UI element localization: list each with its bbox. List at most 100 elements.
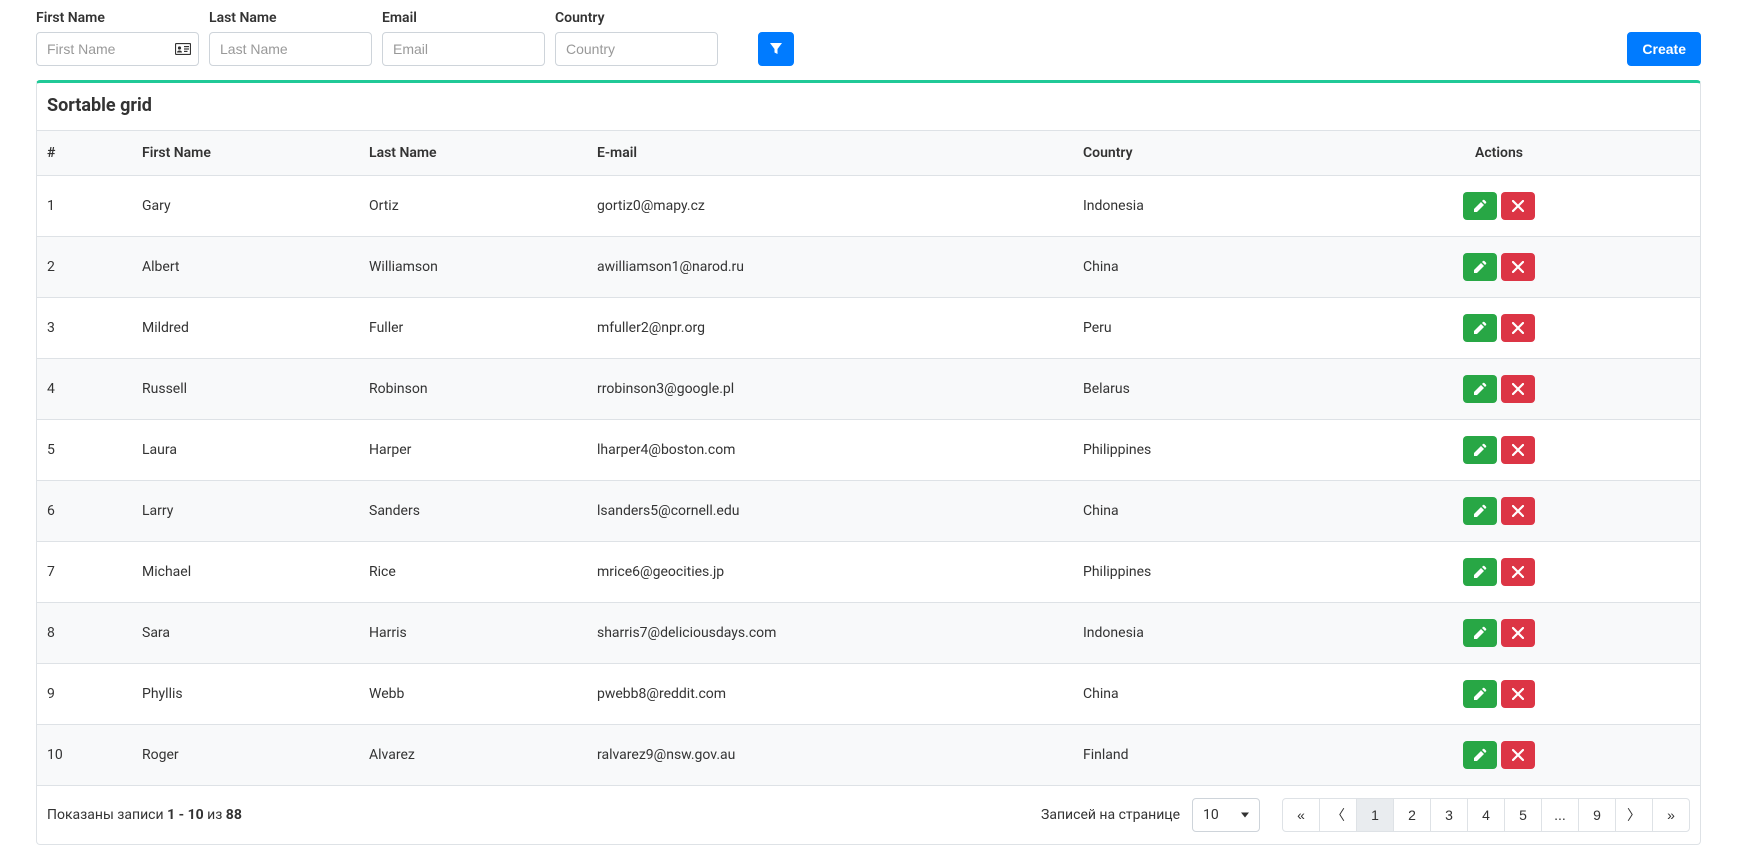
cell-num: 5: [37, 420, 132, 481]
cell-email: lharper4@boston.com: [587, 420, 1073, 481]
edit-button[interactable]: [1463, 253, 1497, 281]
close-icon: [1512, 322, 1524, 334]
edit-icon: [1473, 260, 1487, 274]
page-button[interactable]: «: [1282, 798, 1320, 832]
last-name-input[interactable]: [209, 32, 372, 66]
edit-button[interactable]: [1463, 314, 1497, 342]
col-header-num[interactable]: #: [37, 131, 132, 176]
filter-last-name: Last Name: [209, 10, 372, 66]
cell-email: sharris7@deliciousdays.com: [587, 603, 1073, 664]
grid-panel: Sortable grid # First Name Last Name E-m…: [36, 80, 1701, 845]
cell-country: Indonesia: [1073, 176, 1298, 237]
cell-last: Rice: [359, 542, 587, 603]
delete-button[interactable]: [1501, 436, 1535, 464]
cell-actions: [1298, 176, 1700, 237]
table-row: 3MildredFullermfuller2@npr.orgPeru: [37, 298, 1700, 359]
cell-num: 2: [37, 237, 132, 298]
email-input[interactable]: [382, 32, 545, 66]
cell-country: Peru: [1073, 298, 1298, 359]
first-name-input[interactable]: [36, 32, 199, 66]
table-row: 10RogerAlvarezralvarez9@nsw.gov.auFinlan…: [37, 725, 1700, 786]
delete-button[interactable]: [1501, 192, 1535, 220]
cell-actions: [1298, 481, 1700, 542]
edit-button[interactable]: [1463, 680, 1497, 708]
cell-num: 7: [37, 542, 132, 603]
delete-button[interactable]: [1501, 497, 1535, 525]
col-header-last[interactable]: Last Name: [359, 131, 587, 176]
per-page-label: Записей на странице: [1041, 807, 1180, 823]
first-name-label: First Name: [36, 10, 199, 26]
edit-icon: [1473, 626, 1487, 640]
cell-num: 4: [37, 359, 132, 420]
delete-button[interactable]: [1501, 558, 1535, 586]
edit-icon: [1473, 382, 1487, 396]
delete-button[interactable]: [1501, 314, 1535, 342]
close-icon: [1512, 566, 1524, 578]
data-table: # First Name Last Name E-mail Country Ac…: [37, 130, 1700, 785]
cell-last: Williamson: [359, 237, 587, 298]
cell-last: Sanders: [359, 481, 587, 542]
cell-country: Philippines: [1073, 542, 1298, 603]
edit-button[interactable]: [1463, 619, 1497, 647]
page-button[interactable]: 1: [1356, 798, 1394, 832]
cell-email: pwebb8@reddit.com: [587, 664, 1073, 725]
edit-icon: [1473, 199, 1487, 213]
cell-num: 8: [37, 603, 132, 664]
cell-last: Ortiz: [359, 176, 587, 237]
page-button[interactable]: 3: [1430, 798, 1468, 832]
cell-email: rrobinson3@google.pl: [587, 359, 1073, 420]
close-icon: [1512, 444, 1524, 456]
cell-country: China: [1073, 664, 1298, 725]
table-row: 7MichaelRicemrice6@geocities.jpPhilippin…: [37, 542, 1700, 603]
edit-button[interactable]: [1463, 741, 1497, 769]
delete-button[interactable]: [1501, 680, 1535, 708]
per-page-select[interactable]: 10: [1192, 798, 1260, 832]
cell-first: Russell: [132, 359, 359, 420]
cell-country: Indonesia: [1073, 603, 1298, 664]
page-button[interactable]: 〉: [1615, 798, 1653, 832]
col-header-first[interactable]: First Name: [132, 131, 359, 176]
cell-email: ralvarez9@nsw.gov.au: [587, 725, 1073, 786]
page-button[interactable]: »: [1652, 798, 1690, 832]
edit-button[interactable]: [1463, 558, 1497, 586]
cell-first: Roger: [132, 725, 359, 786]
page-button[interactable]: 5: [1504, 798, 1542, 832]
create-button[interactable]: Create: [1627, 32, 1701, 66]
delete-button[interactable]: [1501, 619, 1535, 647]
country-input[interactable]: [555, 32, 718, 66]
page-button[interactable]: 〈: [1319, 798, 1357, 832]
cell-actions: [1298, 298, 1700, 359]
delete-button[interactable]: [1501, 253, 1535, 281]
table-row: 1GaryOrtizgortiz0@mapy.czIndonesia: [37, 176, 1700, 237]
cell-first: Sara: [132, 603, 359, 664]
cell-country: Finland: [1073, 725, 1298, 786]
cell-actions: [1298, 664, 1700, 725]
col-header-country[interactable]: Country: [1073, 131, 1298, 176]
close-icon: [1512, 383, 1524, 395]
delete-button[interactable]: [1501, 375, 1535, 403]
table-row: 6LarrySanderslsanders5@cornell.eduChina: [37, 481, 1700, 542]
cell-actions: [1298, 603, 1700, 664]
edit-button[interactable]: [1463, 375, 1497, 403]
cell-num: 6: [37, 481, 132, 542]
close-icon: [1512, 627, 1524, 639]
cell-last: Fuller: [359, 298, 587, 359]
cell-actions: [1298, 420, 1700, 481]
edit-button[interactable]: [1463, 497, 1497, 525]
edit-button[interactable]: [1463, 192, 1497, 220]
cell-last: Robinson: [359, 359, 587, 420]
cell-first: Phyllis: [132, 664, 359, 725]
country-label: Country: [555, 10, 718, 26]
page-button[interactable]: 4: [1467, 798, 1505, 832]
email-label: Email: [382, 10, 545, 26]
col-header-email[interactable]: E-mail: [587, 131, 1073, 176]
filter-button[interactable]: [758, 32, 794, 66]
filter-icon: [769, 42, 783, 56]
cell-first: Gary: [132, 176, 359, 237]
page-button[interactable]: 2: [1393, 798, 1431, 832]
page-button[interactable]: 9: [1578, 798, 1616, 832]
last-name-label: Last Name: [209, 10, 372, 26]
edit-button[interactable]: [1463, 436, 1497, 464]
delete-button[interactable]: [1501, 741, 1535, 769]
page-button[interactable]: ...: [1541, 798, 1579, 832]
